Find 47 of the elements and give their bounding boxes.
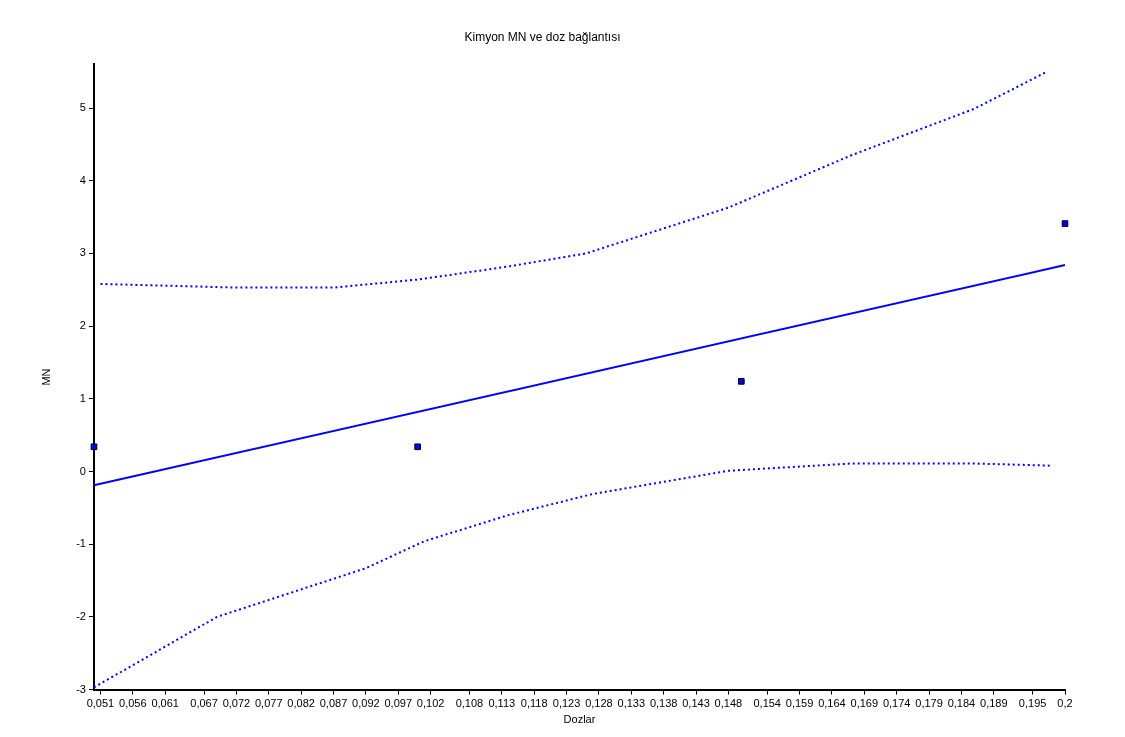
x-tick-label: 0,102 [416, 697, 445, 710]
x-tick-label: 0,148 [714, 697, 743, 710]
x-tick-label: 0,195 [1018, 697, 1047, 710]
point [90, 443, 98, 451]
y-tick-label: 0 [79, 464, 86, 477]
x-tick-label: 0,072 [222, 697, 251, 710]
x-axis-title: Dozlar [563, 713, 596, 726]
x-tick-label: 0,077 [255, 697, 283, 710]
y-tick-label: 2 [79, 319, 86, 332]
x-tick-label: 0,067 [190, 697, 218, 710]
x-tick-label: 0,159 [785, 697, 814, 710]
x-tick-label: 0,154 [753, 697, 781, 710]
x-tick-label: 0,061 [151, 697, 179, 710]
y-tick-label: -1 [76, 537, 86, 550]
y-tick-label: -2 [76, 609, 86, 622]
x-tick-label: 0,097 [384, 697, 412, 710]
x-tick-label: 0,184 [947, 697, 976, 710]
x-tick-label: 0,092 [352, 697, 380, 710]
y-tick-label: 1 [79, 391, 86, 404]
x-tick-label: 0,174 [882, 697, 911, 710]
y-tick-label: -3 [76, 682, 86, 695]
x-tick-label: 0,056 [119, 697, 147, 710]
y-tick-label: 4 [79, 173, 86, 186]
y-axis-title: MN [39, 368, 52, 386]
point [738, 378, 745, 385]
x-tick-label: 0,118 [520, 697, 548, 710]
point [414, 443, 421, 451]
x-tick-label: 0,133 [617, 697, 646, 710]
x-tick-label: 0,169 [850, 697, 879, 710]
x-tick-label: 0,143 [682, 697, 710, 710]
x-tick-label: 0,082 [287, 697, 315, 710]
x-tick-label: 0,108 [455, 697, 484, 710]
x-tick-label: 0,179 [915, 697, 943, 710]
x-tick-label: 0,2 [1057, 697, 1073, 710]
x-tick-label: 0,128 [585, 697, 613, 710]
line-series [99, 71, 1047, 289]
x-tick-label: 0,138 [649, 697, 678, 710]
x-tick-label: 0,123 [552, 697, 581, 710]
x-tick-label: 0,189 [980, 697, 1008, 710]
chart-title: Kimyon MN ve doz bağlantısı [464, 29, 621, 44]
x-tick-label: 0,164 [818, 697, 846, 710]
x-tick-label: 0,051 [86, 697, 115, 710]
y-tick-label: 5 [79, 101, 86, 114]
x-tick-label: 0,113 [488, 697, 516, 710]
point [1061, 220, 1069, 227]
y-tick-label: 3 [79, 246, 86, 259]
x-tick-label: 0,087 [319, 697, 348, 710]
